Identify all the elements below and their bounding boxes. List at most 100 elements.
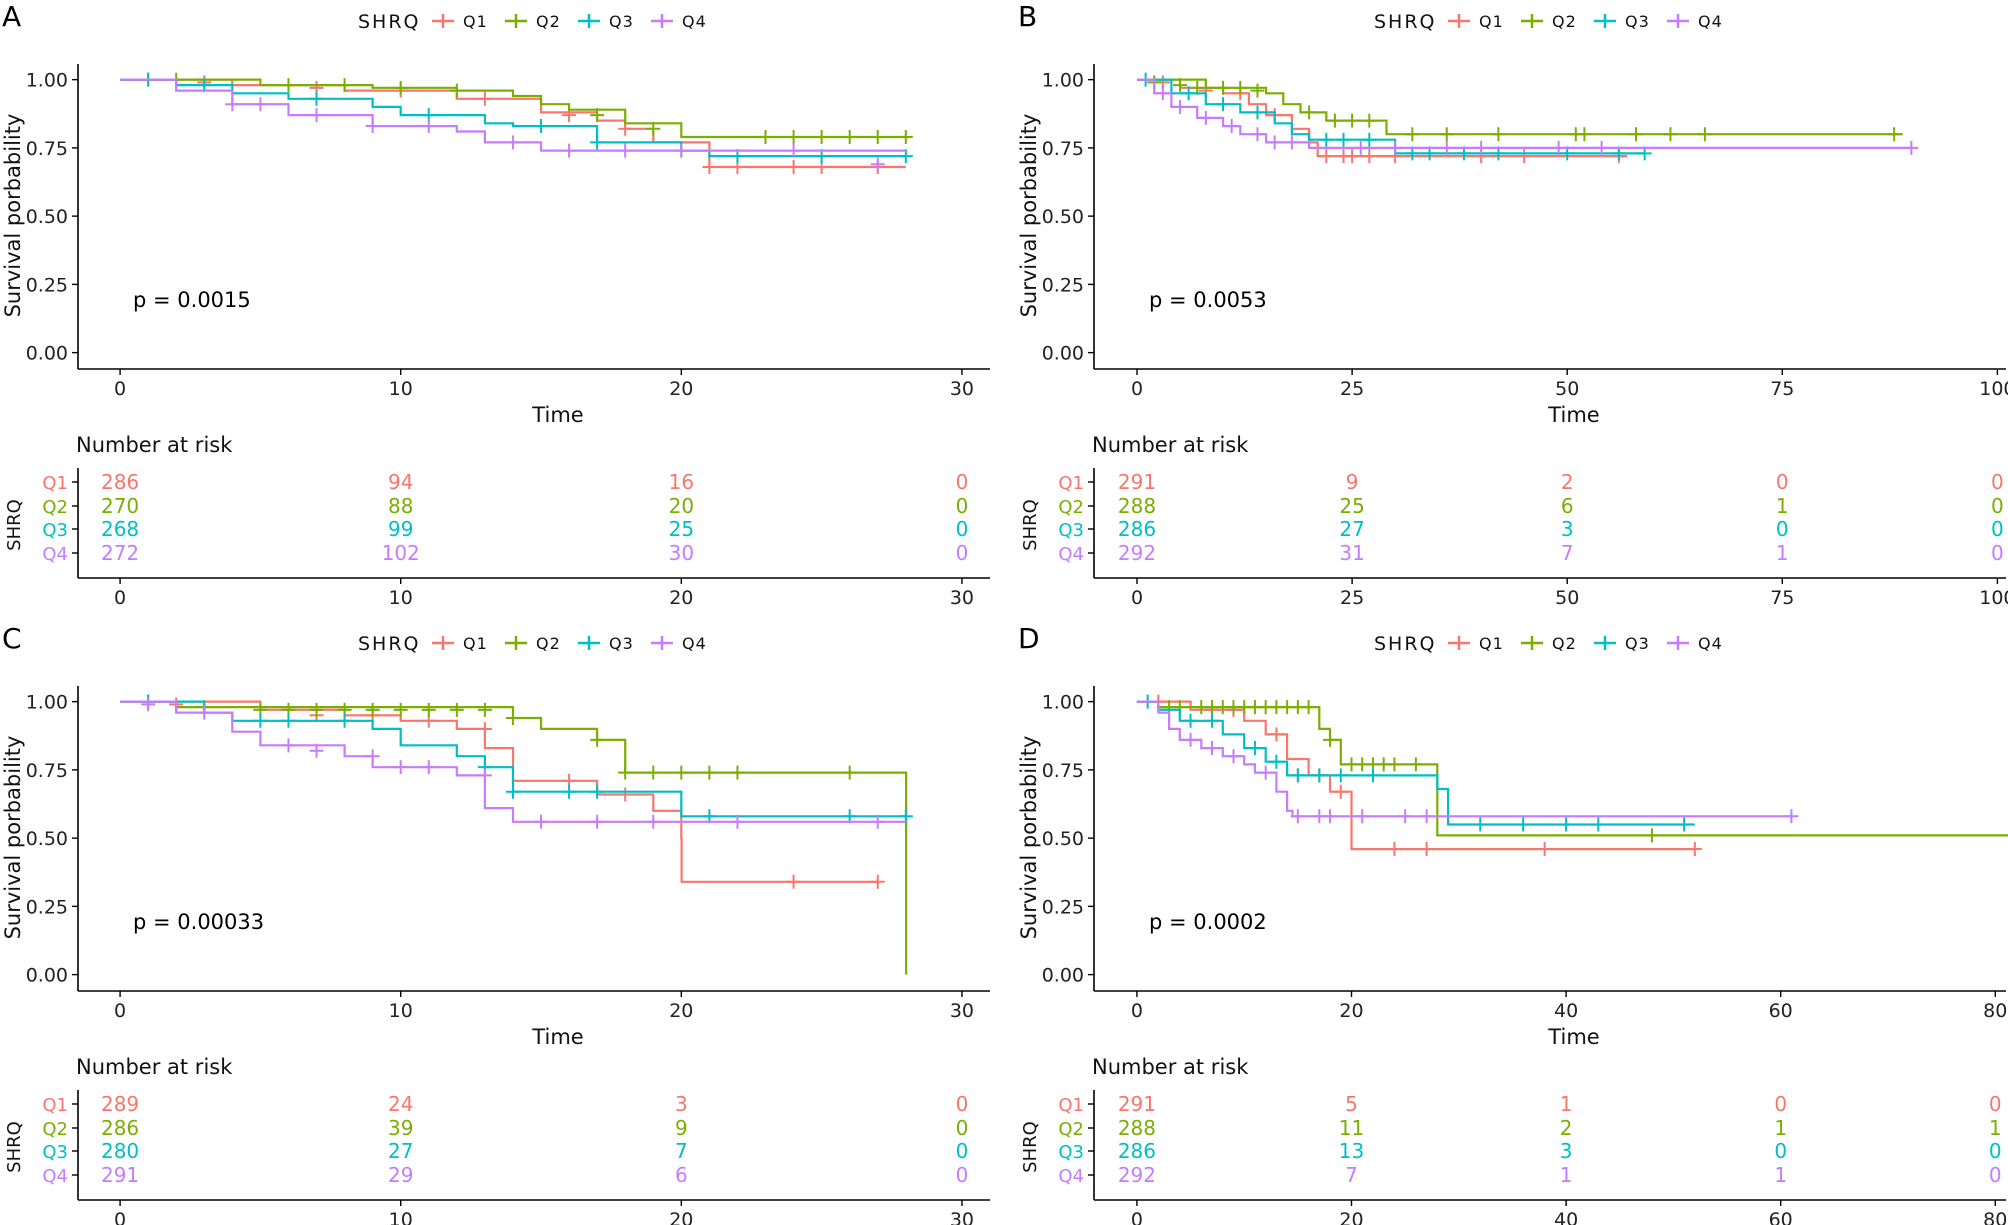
legend-label-q2: Q2: [536, 634, 561, 653]
risk-cell: 2: [1560, 1116, 1573, 1140]
risk-x-tick-label: 20: [669, 1209, 693, 1225]
risk-cell: 39: [388, 1116, 413, 1140]
risk-cell: 20: [669, 494, 694, 518]
censor-mark-q3: [898, 809, 913, 824]
x-tick-label: 0: [1131, 378, 1143, 400]
risk-x-tick-label: 75: [1770, 587, 1794, 609]
risk-cell: 292: [1118, 1163, 1156, 1187]
censor-mark-q4: [197, 705, 212, 720]
risk-row-label: Q1: [1058, 1095, 1084, 1116]
censor-mark-q4: [562, 143, 577, 158]
risk-cell: 9: [1346, 470, 1359, 494]
censor-mark-q3: [1365, 768, 1380, 783]
risk-cell: 1: [1774, 1163, 1787, 1187]
x-tick-label: 20: [1339, 1000, 1363, 1022]
censor-mark-q2: [1250, 83, 1265, 98]
censor-mark-q4: [730, 814, 745, 829]
risk-cell: 7: [1345, 1163, 1358, 1187]
censor-mark-q4: [1173, 99, 1188, 114]
x-tick-label: 20: [669, 378, 693, 400]
risk-cell: 0: [1776, 517, 1789, 541]
risk-strata-axis-title: SHRQ: [1020, 1121, 1041, 1173]
risk-row-label: Q3: [1058, 1142, 1084, 1163]
risk-x-tick-label: 20: [1339, 1209, 1363, 1225]
risk-cell: 0: [1776, 470, 1789, 494]
risk-cell: 0: [956, 470, 969, 494]
censor-mark-q4: [674, 143, 689, 158]
risk-cell: 0: [956, 517, 969, 541]
censor-mark-q1: [1319, 149, 1334, 164]
y-tick-label: 0.50: [1042, 206, 1084, 228]
risk-table-title: Number at risk: [76, 1055, 233, 1079]
censor-mark-q2: [618, 765, 633, 780]
censor-mark-q4: [505, 135, 520, 150]
risk-cell: 0: [1774, 1139, 1787, 1163]
censor-mark-q2: [646, 765, 661, 780]
censor-mark-q1: [1387, 842, 1402, 857]
censor-mark-q2: [365, 702, 380, 717]
risk-strata-axis-title: SHRQ: [4, 1121, 25, 1173]
censor-mark-q4: [1439, 140, 1454, 155]
panel-letter: D: [1018, 622, 1040, 655]
y-tick-label: 0.00: [26, 965, 68, 987]
p-value: p = 0.0015: [133, 288, 251, 312]
censor-mark-q4: [365, 119, 380, 134]
risk-cell: 1: [1776, 541, 1789, 565]
x-tick-label: 0: [114, 378, 126, 400]
censor-mark-q2: [870, 129, 885, 144]
censor-mark-q4: [1388, 140, 1403, 155]
censor-mark-q2: [842, 765, 857, 780]
censor-mark-q2: [393, 80, 408, 95]
p-value: p = 0.0002: [1149, 910, 1267, 934]
risk-table-title: Number at risk: [76, 433, 233, 457]
censor-mark-q3: [281, 713, 296, 728]
risk-cell: 5: [1345, 1092, 1358, 1116]
censor-mark-q1: [786, 874, 801, 889]
risk-cell: 9: [675, 1116, 688, 1140]
censor-mark-q1: [786, 160, 801, 174]
risk-row-label: Q2: [42, 497, 68, 518]
censor-mark-q1: [1362, 149, 1377, 164]
x-tick-label: 100: [1979, 378, 2008, 400]
legend-label-q1: Q1: [463, 634, 488, 653]
risk-cell: 288: [1118, 1116, 1156, 1140]
risk-cell: 0: [1991, 494, 2004, 518]
legend-title: SHRQ: [1374, 11, 1437, 33]
censor-mark-q3: [1269, 754, 1284, 769]
risk-cell: 0: [956, 1116, 969, 1140]
risk-cell: 31: [1339, 541, 1364, 565]
panel-letter: C: [2, 622, 22, 655]
risk-cell: 292: [1118, 541, 1156, 565]
risk-cell: 286: [1118, 517, 1156, 541]
censor-mark-q3: [1250, 105, 1265, 120]
risk-cell: 7: [1561, 541, 1574, 565]
risk-x-tick-label: 0: [1131, 587, 1143, 609]
legend-title: SHRQ: [1374, 633, 1437, 655]
censor-mark-q2: [590, 108, 605, 123]
censor-mark-q4: [1183, 732, 1198, 747]
censor-mark-q1: [1537, 842, 1552, 857]
censor-mark-q2: [1173, 78, 1188, 93]
survival-curve-q4: [1136, 700, 1792, 818]
censor-mark-q4: [1551, 140, 1566, 155]
legend: SHRQ Q1 Q2 Q3 Q4: [1374, 633, 1722, 655]
risk-cell: 0: [956, 1163, 969, 1187]
risk-cell: 1: [1989, 1116, 2002, 1140]
censor-mark-q2: [674, 765, 689, 780]
x-axis-title: Time: [1547, 1025, 1599, 1049]
risk-cell: 11: [1339, 1116, 1364, 1140]
censor-mark-q3: [1181, 86, 1196, 101]
risk-cell: 1: [1774, 1116, 1787, 1140]
censor-mark-q3: [1312, 768, 1327, 783]
censor-mark-q2: [1629, 127, 1644, 142]
y-tick-label: 0.25: [1042, 274, 1084, 296]
risk-cell: 88: [388, 494, 413, 518]
risk-cell: 2: [1561, 470, 1574, 494]
risk-x-tick-label: 10: [389, 587, 413, 609]
risk-cell: 99: [388, 517, 413, 541]
y-tick-label: 0.00: [26, 343, 68, 365]
x-tick-label: 10: [389, 378, 413, 400]
risk-row-label: Q1: [42, 473, 68, 494]
risk-cell: 0: [1989, 1139, 2002, 1163]
